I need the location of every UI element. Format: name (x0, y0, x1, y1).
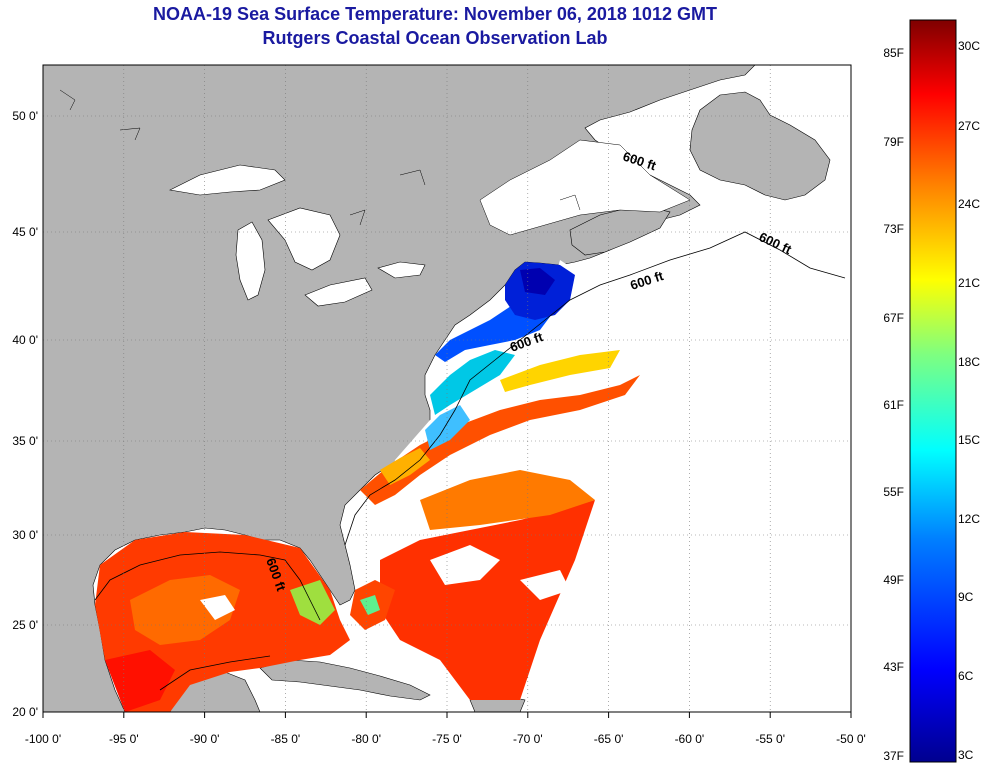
coastline-details (59, 89, 581, 226)
colorbar-fahrenheit-tick: 55F (883, 485, 904, 499)
map-title: NOAA-19 Sea Surface Temperature: Novembe… (153, 4, 717, 24)
colorbar-fahrenheit-tick: 43F (883, 660, 904, 674)
gulf-st-lawrence (479, 139, 691, 236)
isobath-contours (94, 231, 846, 691)
colorbar-fahrenheit-labels: 85F 79F 73F 67F 61F 55F 49F 43F 37F (883, 46, 904, 763)
colorbar-celsius-labels: 30C 27C 24C 21C 18C 15C 12C 9C 6C 3C (958, 39, 980, 762)
colorbar-celsius-tick: 24C (958, 197, 980, 211)
colorbar-fahrenheit-tick: 49F (883, 573, 904, 587)
longitude-tick-label: -60 0' (675, 732, 705, 746)
latitude-tick-label: 30 0' (12, 528, 38, 542)
latitude-tick-label: 20 0' (12, 705, 38, 719)
colorbar-fahrenheit-tick: 79F (883, 135, 904, 149)
colorbar-fahrenheit-tick: 37F (883, 749, 904, 763)
colorbar-celsius-tick: 6C (958, 669, 974, 683)
longitude-tick-label: -85 0' (271, 732, 301, 746)
longitude-axis: -100 0' -95 0' -90 0' -85 0' -80 0' -75 0' -70… (25, 712, 866, 746)
colorbar-fahrenheit-tick: 67F (883, 311, 904, 325)
colorbar-fahrenheit-tick: 61F (883, 398, 904, 412)
sst-field (95, 262, 640, 712)
longitude-tick-label: -50 0' (836, 732, 866, 746)
latitude-tick-label: 35 0' (12, 434, 38, 448)
land-cuba (259, 659, 431, 701)
colorbar-fahrenheit-tick: 85F (883, 46, 904, 60)
latitude-tick-label: 50 0' (12, 109, 38, 123)
great-lakes (169, 164, 426, 307)
longitude-tick-label: -75 0' (432, 732, 462, 746)
latitude-tick-label: 25 0' (12, 618, 38, 632)
longitude-tick-label: -100 0' (25, 732, 61, 746)
colorbar (909, 19, 957, 763)
longitude-tick-label: -95 0' (109, 732, 139, 746)
colorbar-celsius-tick: 15C (958, 433, 980, 447)
latitude-axis: 50 0' 45 0' 40 0' 35 0' 30 0' 25 0' 20 0' (12, 109, 38, 719)
map-subtitle: Rutgers Coastal Ocean Observation Lab (262, 28, 608, 48)
colorbar-celsius-tick: 21C (958, 276, 980, 290)
land-newfoundland (689, 91, 831, 201)
colorbar-celsius-tick: 18C (958, 355, 980, 369)
longitude-tick-label: -80 0' (351, 732, 381, 746)
latitude-tick-label: 40 0' (12, 333, 38, 347)
colorbar-fahrenheit-tick: 73F (883, 222, 904, 236)
longitude-tick-label: -90 0' (190, 732, 220, 746)
colorbar-celsius-tick: 12C (958, 512, 980, 526)
colorbar-celsius-tick: 3C (958, 748, 974, 762)
colorbar-celsius-tick: 27C (958, 119, 980, 133)
colorbar-celsius-tick: 30C (958, 39, 980, 53)
longitude-tick-label: -55 0' (755, 732, 785, 746)
colorbar-celsius-tick: 9C (958, 590, 974, 604)
grid (43, 65, 851, 712)
latitude-tick-label: 45 0' (12, 225, 38, 239)
longitude-tick-label: -65 0' (594, 732, 624, 746)
longitude-tick-label: -70 0' (513, 732, 543, 746)
